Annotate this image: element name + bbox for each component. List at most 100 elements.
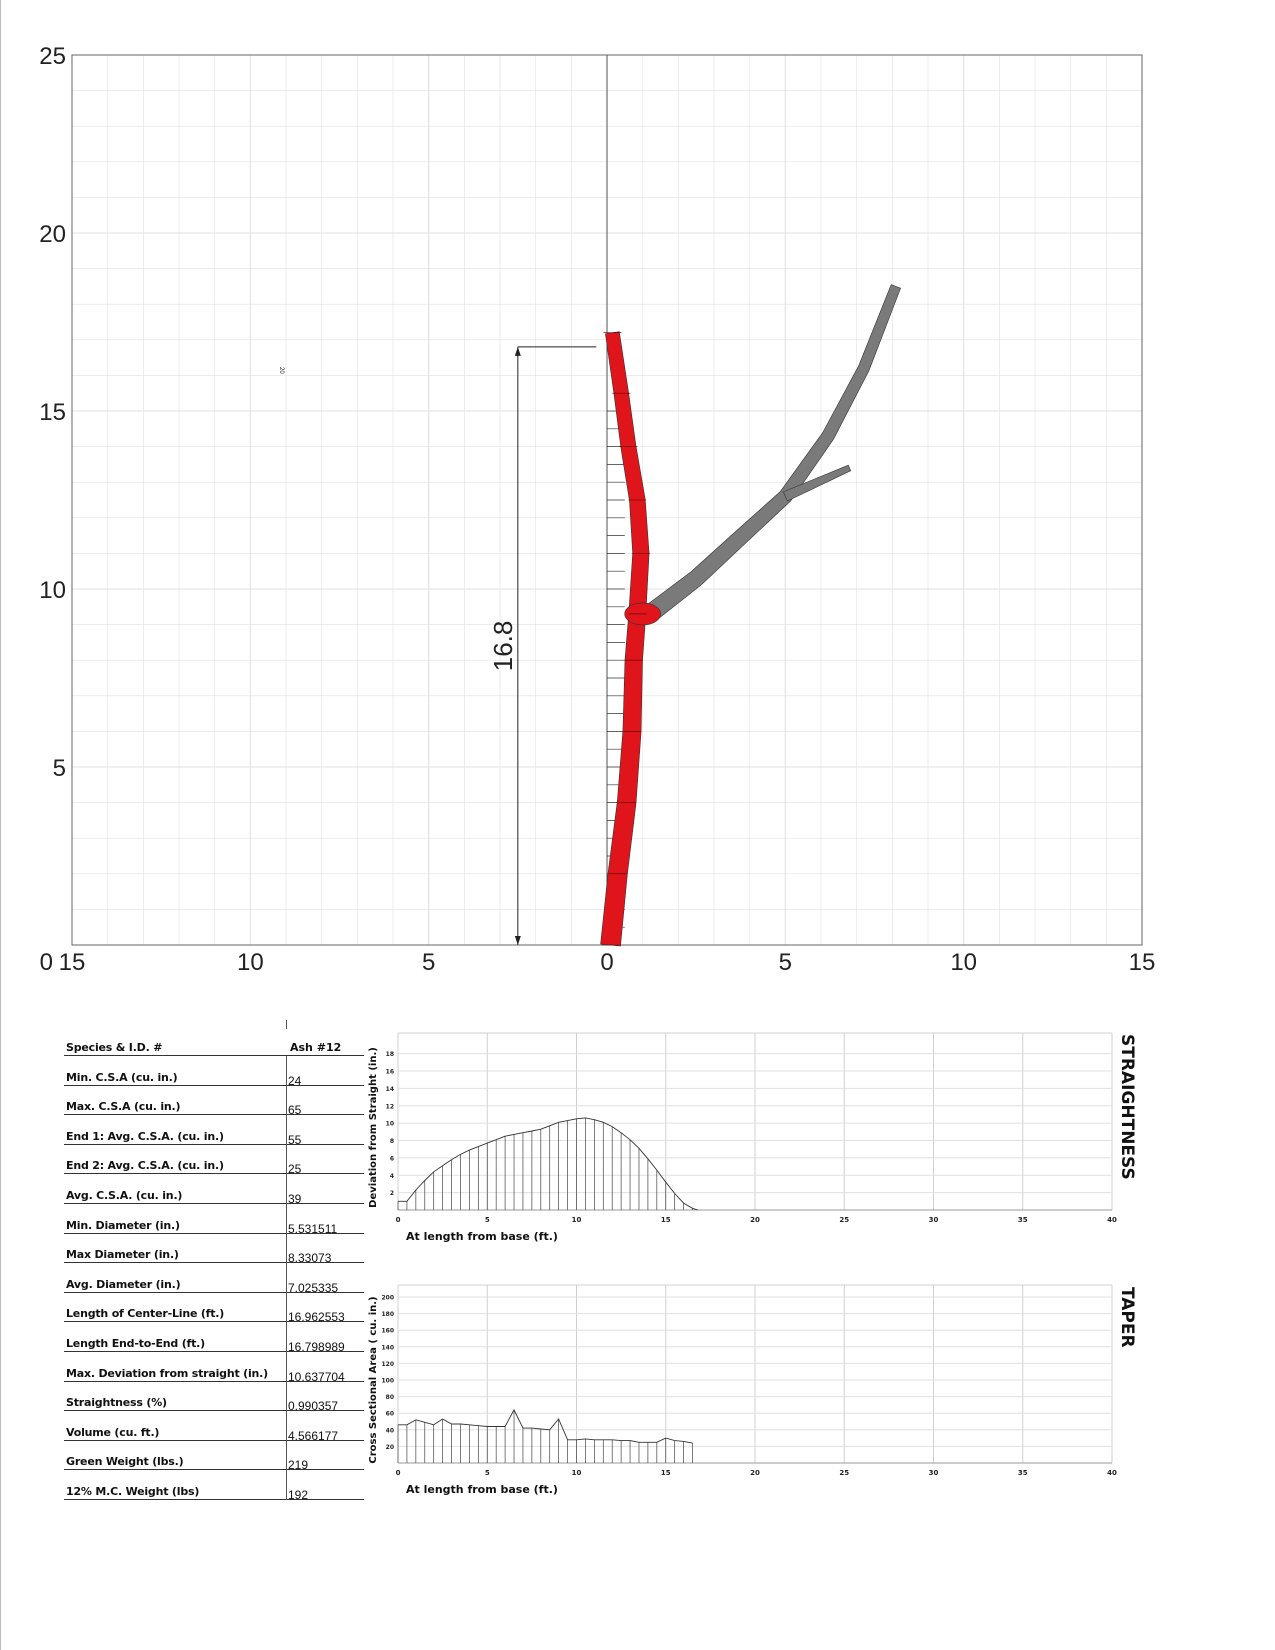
property-value: 0.990357 [288,1399,339,1414]
property-label: Min. Diameter (in.) [66,1218,180,1232]
y-tick-label: 80 [386,1394,394,1401]
table-row: Min. C.S.A (cu. in.) 24 [64,1056,364,1088]
property-value: 16.962553 [288,1310,345,1325]
table-row: End 2: Avg. C.S.A. (cu. in.) 25 [64,1144,364,1177]
y-tick-label: 0 [40,949,53,976]
y-tick-label: 8 [390,1138,394,1145]
y-tick-label: 5 [53,755,66,782]
y-tick-label: 10 [39,577,66,604]
x-tick-label: 0 [396,1469,401,1477]
table-divider [286,1203,287,1234]
table-row: Green Weight (lbs.) 219 [64,1440,364,1473]
y-tick-label: 100 [381,1378,394,1385]
x-tick-label: 0 [396,1216,401,1224]
stray-label: 20 [278,367,284,374]
x-tick-label: 30 [929,1216,939,1224]
property-value: 55 [288,1132,302,1147]
table-divider [286,1174,287,1204]
x-tick-label: 20 [750,1216,760,1224]
y-tick-label: 200 [381,1295,394,1302]
property-value: 16.798989 [288,1339,345,1354]
table-divider [286,1411,287,1441]
y-tick-label: 180 [381,1311,394,1318]
property-value: 8.33073 [288,1251,332,1266]
property-value: 219 [288,1458,309,1473]
property-label: Length End-to-End (ft.) [66,1336,205,1350]
x-axis-label: At length from base (ft.) [406,1483,558,1496]
table-header-row: Species & I.D. # Ash #12 [64,1038,364,1056]
table-divider [286,1115,287,1145]
page-edge [0,0,1,1650]
property-value: 39 [288,1191,302,1206]
y-tick-label: 2 [390,1190,394,1197]
row-rule [64,1262,364,1264]
y-tick-label: 6 [390,1155,394,1162]
row-rule [64,1173,364,1175]
dimension-arrow-top [514,346,521,356]
x-tick-label: 25 [839,1469,849,1477]
property-value: 192 [288,1487,309,1502]
branch-shape [643,284,901,622]
y-tick-label: 160 [381,1328,394,1335]
property-label: Volume (cu. ft.) [66,1425,160,1439]
table-divider [286,1144,287,1175]
side-label: STRAIGHTNESS [1117,1034,1137,1180]
y-tick-label: 140 [381,1344,394,1351]
property-label: Max. C.S.A (cu. in.) [66,1100,181,1114]
table-divider [286,1085,287,1116]
property-label: 12% M.C. Weight (lbs) [66,1484,200,1498]
properties-table: Species & I.D. # Ash #12 Min. C.S.A (cu.… [64,1020,364,1502]
row-rule [64,1350,364,1352]
table-row: 12% M.C. Weight (lbs) 192 [64,1470,364,1502]
y-tick-label: 25 [39,43,66,70]
property-label: Length of Center-Line (ft.) [66,1307,225,1321]
y-tick-label: 20 [39,221,66,248]
table-divider [286,1440,287,1471]
table-row: Max. Deviation from straight (in.) 10.637… [64,1351,364,1384]
row-rule [64,1232,364,1234]
row-rule [64,1084,364,1086]
property-label: Avg. C.S.A. (cu. in.) [66,1188,183,1202]
x-tick-label: 0 [600,949,613,976]
x-tick-label: 5 [485,1469,490,1477]
taper-group: 0 5 10 15 20 25 30 35 40 20 40 60 80 100 120 140 160 180 2… [368,1284,1137,1496]
table-row: Max Diameter (in.) 8.33073 [64,1233,364,1266]
table-row: End 1: Avg. C.S.A. (cu. in.) 55 [64,1115,364,1147]
y-tick-label: 15 [39,399,66,426]
row-rule [64,1439,364,1441]
x-tick-label: 15 [1129,949,1156,976]
table-row: Length of Center-Line (ft.) 16.962553 [64,1292,364,1325]
table-divider [286,1056,287,1086]
y-tick-label: 18 [386,1051,394,1058]
table-divider [286,1263,287,1293]
property-value: 25 [288,1162,302,1177]
property-value: 5.531511 [288,1221,338,1236]
y-tick-label: 4 [390,1173,394,1180]
table-divider [286,1292,287,1323]
species-label: Species & I.D. # [66,1041,163,1054]
dimension-arrow-bottom [514,936,521,945]
row-rule [64,1469,364,1471]
table-row: Length End-to-End (ft.) 16.798989 [64,1322,364,1354]
x-tick-label: 10 [237,949,264,976]
property-value: 65 [288,1103,302,1118]
x-tick-label: 10 [572,1216,582,1224]
row-rule [64,1202,364,1204]
row-rule [64,1291,364,1293]
side-label: TAPER [1117,1287,1137,1348]
table-row: Straightness (%) 0.990357 [64,1381,364,1414]
property-label: End 1: Avg. C.S.A. (cu. in.) [66,1129,224,1143]
x-tick-label: 5 [422,949,435,976]
x-tick-label: 10 [572,1469,582,1477]
table-row: Avg. Diameter (in.) 7.025335 [64,1263,364,1295]
sub-branch-shape [782,464,852,502]
y-tick-label: 60 [386,1411,394,1418]
property-label: Max Diameter (in.) [66,1248,179,1262]
property-label: Min. C.S.A (cu. in.) [66,1070,178,1084]
x-tick-label: 25 [839,1216,849,1224]
x-tick-label: 35 [1018,1469,1028,1477]
x-tick-label: 40 [1107,1216,1117,1224]
table-divider [286,1322,287,1352]
row-rule [64,1321,364,1323]
x-tick-label: 15 [661,1216,671,1224]
